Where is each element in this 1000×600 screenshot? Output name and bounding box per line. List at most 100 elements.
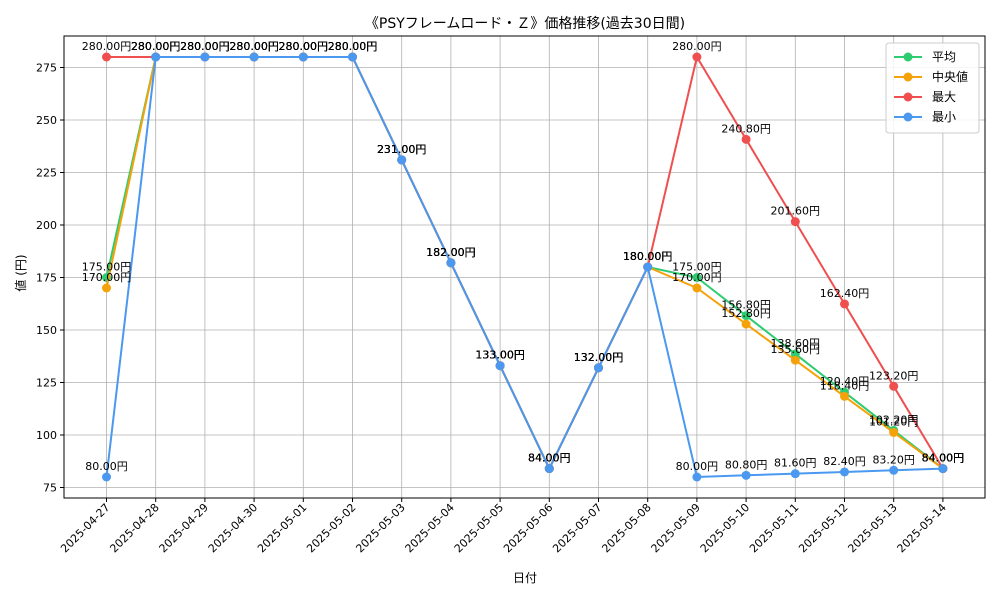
data-label: 80.80円 [725,458,768,471]
series-layer [102,52,948,482]
data-label: 170.00円 [82,271,132,284]
data-label: 138.60円 [771,337,821,350]
series-point [692,283,702,293]
x-axis-label: 日付 [513,571,537,585]
data-label: 280.00円 [328,40,378,53]
data-label: 132.00円 [574,351,624,364]
legend-label: 最大 [932,90,956,104]
x-tick-label: 2025-05-14 [895,501,949,555]
data-label: 280.00円 [180,40,230,53]
series-point [102,283,111,293]
series-point [594,363,603,373]
y-tick-label: 175 [36,272,57,285]
data-label: 81.60円 [774,457,817,470]
data-label: 180.00円 [623,250,673,263]
y-tick-label: 250 [36,114,57,127]
data-label: 280.00円 [672,40,722,53]
data-label: 182.00円 [426,246,476,259]
series-point [840,391,849,401]
series-point [790,355,800,365]
data-label: 80.00円 [676,460,719,473]
data-label: 118.40円 [820,379,870,392]
data-label: 180.00円 [623,250,673,263]
series-point [692,273,702,282]
legend-label: 最小 [932,110,956,124]
data-label: 175.00円 [82,261,132,274]
series-point [397,155,407,165]
x-tick-label: 2025-05-04 [403,501,457,555]
series-point [938,464,948,474]
data-label: 133.00円 [475,349,525,362]
series-point [446,258,456,268]
series-point [348,52,357,62]
x-tick-label: 2025-05-02 [304,501,358,555]
chart-title: 《PSYフレームロード・Ｚ》価格推移(過去30日間) [365,16,685,32]
series-point [889,465,899,475]
x-tick-label: 2025-05-05 [452,501,506,555]
data-label: 182.00円 [426,246,476,259]
data-label: 231.00円 [377,143,427,156]
data-label: 133.00円 [475,349,525,362]
x-tick-label: 2025-05-07 [550,501,604,555]
data-label: 231.00円 [377,143,427,156]
data-label: 280.00円 [279,40,329,53]
data-label: 84.00円 [528,452,571,465]
data-label: 84.00円 [528,452,571,465]
y-tick-label: 275 [36,62,57,75]
data-label: 101.20円 [869,415,919,428]
series-point [200,52,210,62]
series-point [741,319,751,329]
data-label: 84.00円 [922,452,965,465]
data-label: 132.00円 [574,351,624,364]
data-label: 280.00円 [279,40,329,53]
data-label: 132.00円 [574,351,624,364]
x-tick-label: 2025-05-08 [599,501,653,555]
data-label: 280.00円 [229,40,279,53]
data-label: 175.00円 [672,261,722,274]
x-tick-label: 2025-05-09 [649,501,703,555]
data-label: 84.00円 [528,452,571,465]
data-label: 156.80円 [721,299,771,312]
y-axis-label: 値 (円) [13,254,28,291]
data-label: 133.00円 [475,349,525,362]
series-point [790,349,800,359]
x-tick-label: 2025-04-28 [107,501,161,555]
series-line [106,54,944,471]
data-label: 280.00円 [180,40,230,53]
data-label: 280.00円 [229,40,279,53]
plot-frame [63,35,986,499]
y-tick-label: 150 [36,324,57,337]
data-label: 231.00円 [377,143,427,156]
series-point [102,52,111,62]
data-label: 133.00円 [475,349,525,362]
data-label: 170.00円 [672,271,722,284]
y-tick-label: 100 [36,429,57,442]
series-point [643,262,653,272]
series-point [889,427,899,437]
series-point [741,311,751,321]
data-label: 84.00円 [528,452,571,465]
data-label: 182.00円 [426,246,476,259]
data-label: 180.00円 [623,250,673,263]
data-label: 280.00円 [131,40,181,53]
series-point [151,52,161,62]
data-label: 280.00円 [229,40,279,53]
data-label: 280.00円 [131,40,181,53]
legend-label: 中央値 [932,69,968,84]
legend-box [885,42,980,134]
series-point [790,469,800,479]
y-tick-label: 200 [36,219,57,232]
legend-marker [903,52,913,62]
data-label: 162.40円 [820,287,870,300]
data-label: 201.60円 [771,205,821,218]
x-tick-label: 2025-04-30 [206,501,260,555]
legend-marker [903,72,913,82]
x-tick-label: 2025-05-11 [747,501,801,555]
series-point [741,470,751,480]
legend-label: 平均 [932,50,956,64]
data-label: 280.00円 [82,40,132,53]
series-point [741,134,751,144]
data-label: 280.00円 [131,40,181,53]
data-label: 280.00円 [328,40,378,53]
